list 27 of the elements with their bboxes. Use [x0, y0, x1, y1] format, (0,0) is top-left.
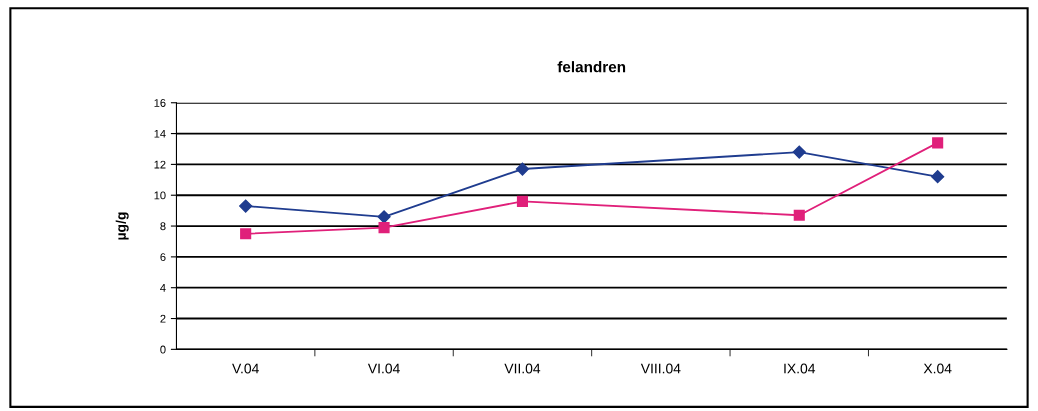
y-tick-label: 2 — [160, 314, 166, 323]
point — [378, 222, 390, 234]
point — [515, 162, 530, 176]
x-tick-label: VIII.04 — [640, 363, 681, 374]
chart-title: felandren — [557, 61, 626, 73]
point — [793, 209, 805, 221]
x-tick-label: VI.04 — [367, 363, 400, 374]
x-tick-label: VII.04 — [504, 363, 541, 374]
y-tick-label: 4 — [160, 284, 166, 292]
y-axis-title: µg/g — [115, 212, 129, 240]
point — [377, 210, 391, 224]
x-tick-label: X.04 — [923, 363, 952, 374]
y-tick-label: 14 — [154, 129, 166, 138]
point — [932, 137, 944, 149]
point — [792, 145, 806, 159]
point — [516, 195, 529, 207]
point — [239, 199, 253, 213]
y-tick-label: 6 — [160, 253, 166, 262]
y-tick-label: 12 — [154, 160, 166, 169]
point — [931, 170, 945, 184]
y-tick-label: 16 — [154, 99, 166, 107]
y-tick-label: 10 — [154, 191, 166, 200]
y-tick-label: 8 — [160, 222, 166, 231]
point — [240, 228, 252, 240]
x-tick-label: IX.04 — [784, 363, 816, 374]
x-tick-label: V.04 — [232, 363, 259, 374]
y-tick-label: 0 — [160, 345, 166, 354]
